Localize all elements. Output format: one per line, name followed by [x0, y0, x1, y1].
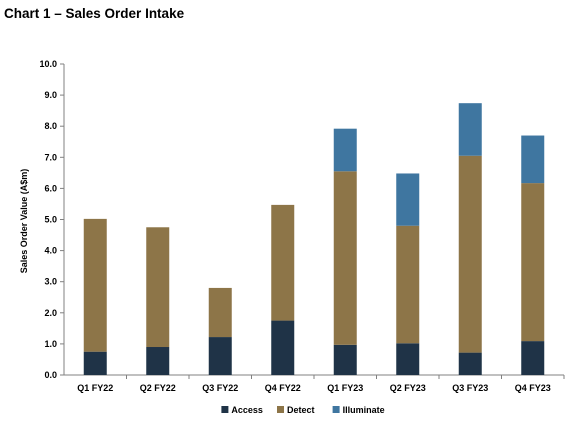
x-tick-label: Q3 FY23	[452, 383, 488, 393]
bar-detect-q3-fy23	[458, 155, 482, 353]
x-tick-label: Q1 FY23	[327, 383, 363, 393]
bar-detect-q2-fy23	[396, 225, 420, 344]
y-tick-label: 6.0	[44, 183, 57, 193]
y-axis-label: Sales Order Value (A$m)	[19, 169, 29, 274]
y-tick-label: 0.0	[44, 370, 57, 380]
x-tick-label: Q4 FY22	[265, 383, 301, 393]
bar-detect-q3-fy22	[208, 287, 232, 338]
bar-access-q1-fy22	[83, 351, 107, 375]
bar-access-q2-fy22	[146, 347, 170, 375]
y-tick-label: 8.0	[44, 121, 57, 131]
legend-swatch-illuminate	[332, 406, 340, 413]
bar-access-q1-fy23	[333, 344, 357, 375]
bar-access-q3-fy22	[208, 337, 232, 375]
x-tick-label: Q4 FY23	[515, 383, 551, 393]
y-tick-label: 7.0	[44, 152, 57, 162]
y-tick-label: 10.0	[39, 59, 57, 69]
bar-access-q4-fy23	[521, 341, 545, 375]
bar-illuminate-q2-fy23	[396, 173, 420, 226]
bar-illuminate-q1-fy23	[333, 128, 357, 172]
bar-detect-q4-fy22	[271, 204, 295, 321]
x-tick-label: Q3 FY22	[202, 383, 238, 393]
bar-access-q4-fy22	[271, 320, 295, 375]
x-tick-label: Q1 FY22	[77, 383, 113, 393]
bar-illuminate-q4-fy23	[521, 135, 545, 184]
y-tick-label: 4.0	[44, 246, 57, 256]
bar-detect-q1-fy22	[83, 218, 107, 352]
x-tick-label: Q2 FY23	[390, 383, 426, 393]
y-tick-label: 3.0	[44, 277, 57, 287]
legend-swatch-detect	[277, 406, 284, 413]
legend-swatch-access	[221, 406, 229, 413]
bar-detect-q4-fy23	[521, 183, 545, 342]
bar-access-q3-fy23	[458, 352, 482, 375]
bar-detect-q1-fy23	[333, 171, 357, 345]
bar-detect-q2-fy22	[146, 227, 170, 348]
legend-label-detect: Detect	[287, 405, 315, 415]
bar-access-q2-fy23	[396, 343, 420, 375]
chart-title: Chart 1 – Sales Order Intake	[4, 6, 185, 21]
legend-label-illuminate: Illuminate	[343, 405, 385, 415]
y-tick-label: 2.0	[44, 308, 57, 318]
y-tick-label: 1.0	[44, 339, 57, 349]
y-tick-label: 5.0	[44, 215, 57, 225]
bar-illuminate-q3-fy23	[458, 103, 482, 156]
x-tick-label: Q2 FY22	[140, 383, 176, 393]
y-tick-label: 9.0	[44, 90, 57, 100]
legend-label-access: Access	[231, 405, 263, 415]
